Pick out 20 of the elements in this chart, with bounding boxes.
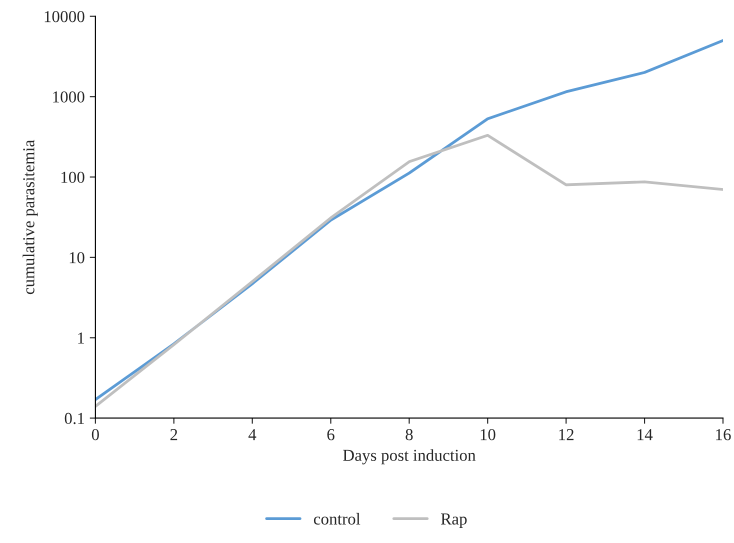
legend-label: control — [314, 512, 360, 525]
x-tick-label: 16 — [716, 429, 731, 440]
x-axis-title: Days post induction — [343, 449, 476, 464]
x-tick-label: 12 — [559, 429, 574, 440]
y-tick-label: 1000 — [53, 91, 84, 103]
y-tick-label: 0.1 — [64, 412, 84, 424]
y-tick-label: 1 — [78, 332, 84, 344]
x-tick-label: 10 — [480, 429, 496, 440]
x-tick-label: 4 — [248, 429, 256, 440]
x-tick-label: 14 — [638, 429, 653, 440]
x-tick-label: 2 — [170, 429, 178, 440]
y-tick-label: 100 — [61, 172, 84, 183]
x-tick-label: 0 — [92, 429, 99, 440]
x-tick-label: 8 — [406, 429, 413, 440]
line-series — [95, 134, 723, 408]
y-axis-title: cumulative parasitemia — [22, 140, 38, 294]
legend-label: Rap — [440, 514, 467, 528]
y-tick-label: 10000 — [44, 10, 84, 22]
y-tick-label: 10 — [70, 252, 84, 264]
x-tick-label: 6 — [327, 429, 334, 440]
